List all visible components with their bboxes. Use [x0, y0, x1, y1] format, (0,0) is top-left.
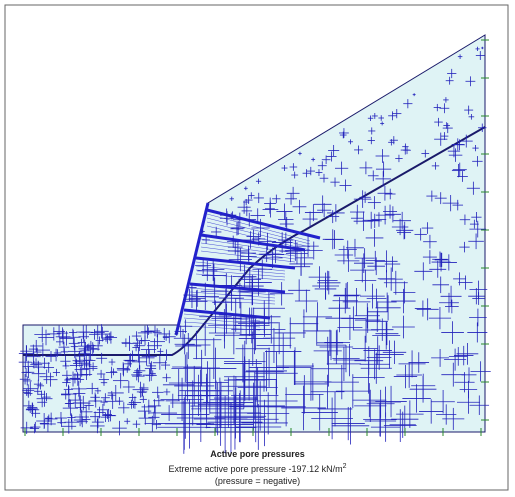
- mark: [200, 242, 296, 257]
- caption-extreme: Extreme active pore pressure -197.12 kN/…: [0, 463, 515, 474]
- mark: [183, 321, 261, 328]
- mark: [200, 238, 296, 254]
- caption-title: Active pore pressures: [210, 449, 305, 459]
- mark: [206, 208, 321, 240]
- phreatic-line: [23, 126, 486, 356]
- mark: [189, 287, 276, 296]
- wall: [174, 202, 210, 336]
- extreme-text: Extreme active pore pressure -197.12 kN/…: [168, 464, 343, 474]
- boundary-marks: [24, 39, 489, 436]
- mark: [189, 291, 276, 299]
- mark: [195, 256, 296, 270]
- extreme-power: 2: [342, 463, 347, 470]
- caption-note: (pressure = negative): [214, 476, 301, 486]
- pressure-crosses: [18, 46, 491, 454]
- mark: [189, 282, 286, 294]
- mark: [200, 233, 306, 252]
- mark: [183, 313, 261, 322]
